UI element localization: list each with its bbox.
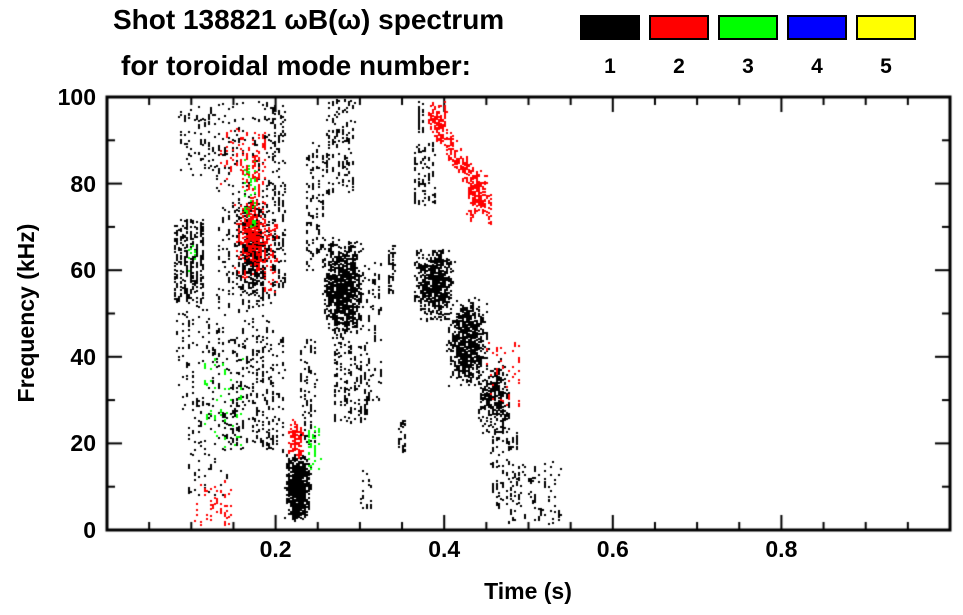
x-tick-label: 0.6 (596, 536, 629, 562)
mode-legend-labels: 1 2 3 4 5 (580, 55, 916, 79)
y-tick-label: 0 (83, 517, 96, 543)
legend-label-mode-4: 4 (811, 55, 823, 78)
legend-label-mode-3: 3 (742, 55, 754, 78)
legend-swatch-mode-3 (718, 15, 778, 40)
legend-swatch-mode-2 (649, 15, 709, 40)
legend-swatch-mode-5 (856, 15, 916, 40)
legend-swatch-mode-4 (787, 15, 847, 40)
y-tick-label: 60 (70, 257, 96, 284)
chart-title: Shot 138821 ωB(ω) spectrum (113, 4, 505, 35)
x-axis-label: Time (s) (484, 578, 572, 604)
y-tick-label: 100 (57, 84, 96, 110)
y-tick-label: 80 (70, 170, 96, 197)
legend-label-mode-2: 2 (673, 55, 685, 78)
mode-legend (580, 15, 916, 40)
legend-label-mode-1: 1 (604, 55, 616, 78)
legend-label-mode-5: 5 (880, 55, 892, 78)
y-axis-label: Frequency (kHz) (13, 223, 39, 403)
y-tick-label: 20 (70, 430, 96, 457)
x-tick-label: 0.4 (428, 536, 461, 562)
legend-swatch-mode-1 (580, 15, 640, 40)
y-tick-label: 40 (70, 343, 96, 370)
chart-subtitle: for toroidal mode number: (121, 50, 471, 81)
x-tick-label: 0.2 (259, 536, 292, 562)
x-tick-label: 0.8 (765, 536, 798, 562)
